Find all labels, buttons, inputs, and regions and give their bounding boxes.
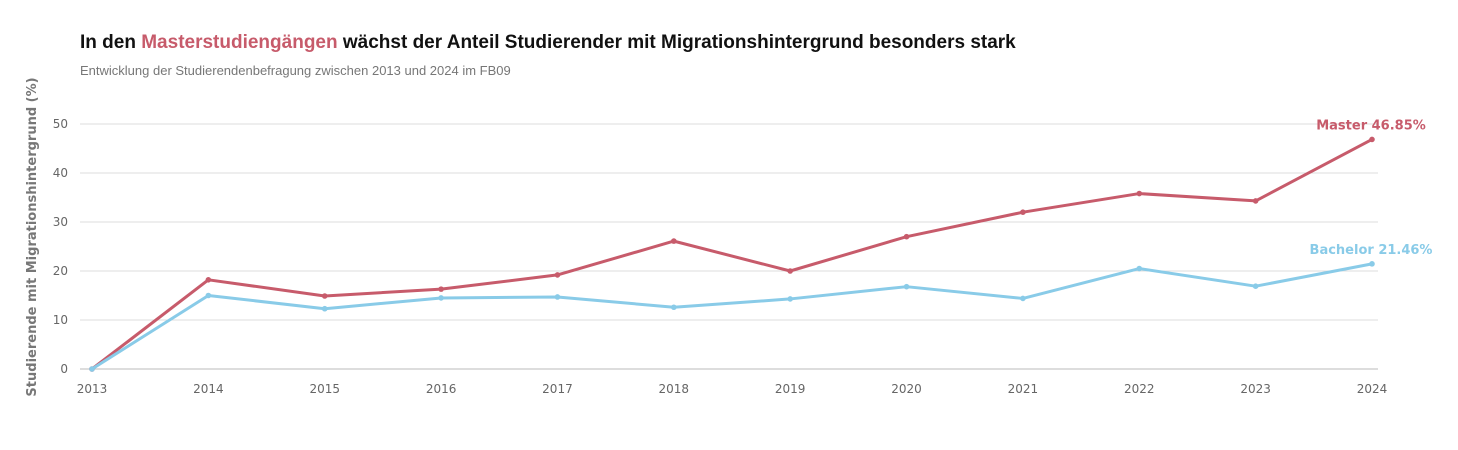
y-tick-label: 10 <box>53 313 68 327</box>
data-point-master <box>1252 198 1259 204</box>
x-tick-label: 2014 <box>193 382 224 396</box>
end-label-bachelor: Bachelor 21.46% <box>1310 243 1433 258</box>
data-point-bachelor <box>1369 261 1375 267</box>
data-point-master <box>321 293 328 299</box>
x-tick-label: 2015 <box>309 382 340 396</box>
y-tick-label: 20 <box>53 264 68 278</box>
data-point-master <box>903 233 910 240</box>
data-point-bachelor <box>1020 295 1026 302</box>
data-point-master <box>1369 136 1375 143</box>
y-tick-label: 40 <box>53 166 68 180</box>
data-point-master <box>554 272 561 278</box>
data-point-bachelor <box>787 296 793 302</box>
x-tick-label: 2022 <box>1124 382 1155 396</box>
end-label-master: Master 46.85% <box>1316 118 1426 133</box>
x-tick-label: 2017 <box>542 382 573 396</box>
data-point-bachelor <box>671 304 677 311</box>
x-tick-label: 2013 <box>77 382 108 396</box>
data-point-bachelor <box>903 283 910 290</box>
x-tick-label: 2020 <box>891 382 922 396</box>
y-tick-label: 30 <box>53 215 68 229</box>
data-point-bachelor <box>1252 283 1259 289</box>
series-line-master <box>90 137 1374 371</box>
data-point-bachelor <box>205 292 212 299</box>
series-line-bachelor <box>90 262 1374 371</box>
title-suffix: wächst der Anteil Studierender mit Migra… <box>337 32 1016 53</box>
x-tick-label: 2019 <box>775 382 806 396</box>
title-prefix: In den <box>80 32 142 53</box>
chart-title: In den Masterstudiengängen wächst der An… <box>80 32 1016 54</box>
data-point-master <box>671 238 677 244</box>
y-tick-label: 50 <box>53 117 68 131</box>
x-tick-label: 2021 <box>1008 382 1039 396</box>
data-point-master <box>1020 209 1026 215</box>
data-point-bachelor <box>89 366 95 372</box>
data-point-bachelor <box>1136 265 1143 272</box>
data-point-master <box>787 268 793 274</box>
data-point-bachelor <box>321 305 328 312</box>
y-tick-label: 0 <box>60 362 68 376</box>
x-tick-label: 2024 <box>1357 382 1388 396</box>
chart-subtitle: Entwicklung der Studierendenbefragung zw… <box>80 63 511 78</box>
y-axis-label: Studierende mit Migrationshintergrund (%… <box>25 77 40 396</box>
data-point-bachelor <box>438 295 444 301</box>
x-tick-label: 2023 <box>1240 382 1271 396</box>
x-tick-label: 2016 <box>426 382 457 396</box>
title-highlight: Masterstudiengängen <box>141 32 338 53</box>
data-point-master <box>438 286 444 292</box>
data-point-bachelor <box>554 294 561 300</box>
data-point-master <box>205 277 212 283</box>
data-point-master <box>1136 190 1143 197</box>
x-tick-label: 2018 <box>659 382 690 396</box>
